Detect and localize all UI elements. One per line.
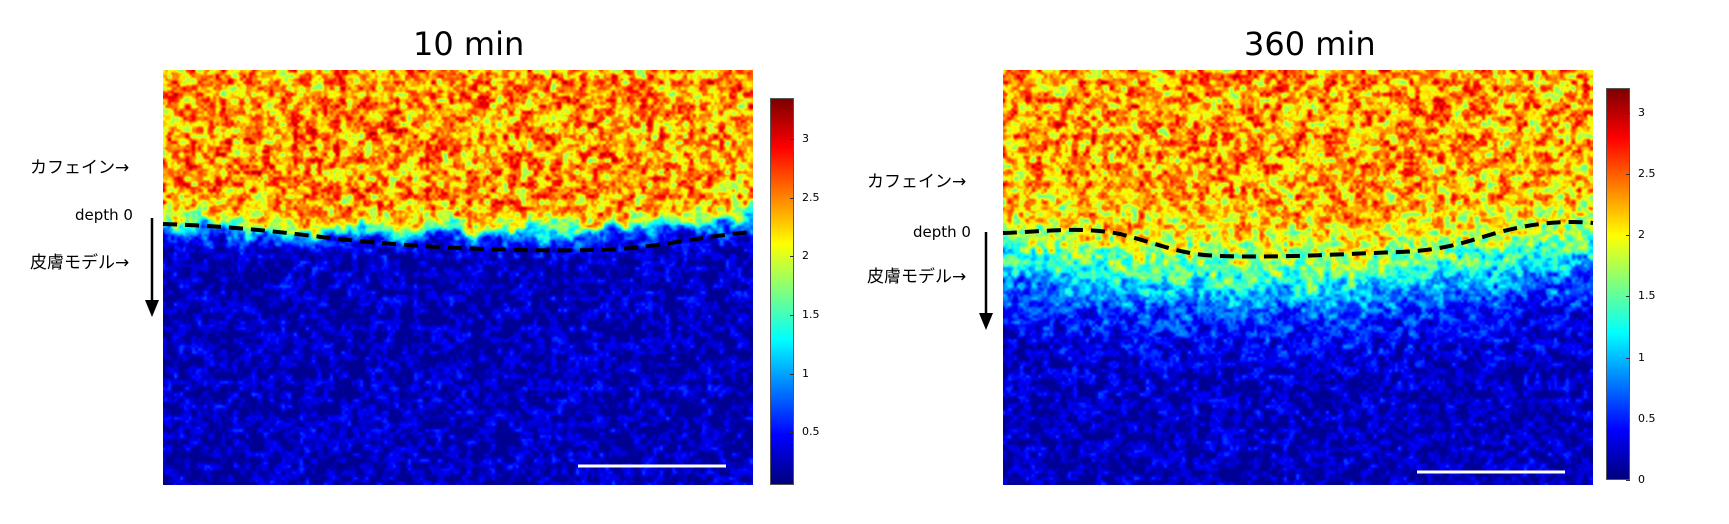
colorbar-tick-mark [790,373,794,375]
colorbar-tick-label: 1.5 [1638,289,1656,303]
colorbar-tick-label: 2.5 [802,190,820,204]
label-skin-model: 皮膚モデル→ [867,267,967,287]
panel-title: 360 min [1244,25,1376,63]
colorbar-tick-label: 0.5 [802,425,820,439]
colorbar-tick-label: 1.5 [802,307,820,321]
colorbar-tick-label: 1 [802,366,809,380]
colorbar-tick-label: 0.5 [1638,411,1656,425]
colorbar [770,98,794,485]
heatmap-image [1003,70,1593,485]
depth-boundary-dashed-line [162,222,754,253]
depth-boundary-dashed-line [1002,220,1594,259]
label-skin-model: 皮膚モデル→ [30,253,130,273]
colorbar-tick-label: 2 [1638,228,1645,241]
label-depth-0: depth 0 [913,223,971,241]
colorbar-tick-label: 1 [1638,350,1645,364]
colorbar-tick-mark [790,314,794,316]
colorbar [1606,88,1630,480]
colorbar-tick-mark [1626,296,1630,298]
label-depth-0: depth 0 [75,206,133,224]
colorbar-tick-label: 2 [802,249,809,263]
colorbar-tick-label: 2.5 [1638,166,1656,180]
colorbar-tick-label: 0 [1638,473,1645,486]
depth-arrow [979,232,993,330]
colorbar-tick-mark [1626,235,1630,236]
colorbar-tick-mark [1626,418,1630,420]
colorbar-tick-mark [790,139,794,141]
colorbar-tick-label: 3 [802,132,809,146]
colorbar-tick-mark [790,256,794,258]
colorbar-tick-mark [1626,173,1630,175]
colorbar-tick-mark [1626,480,1630,481]
colorbar-tick-mark [1626,112,1630,114]
depth-arrow [145,218,159,317]
colorbar-tick-label: 3 [1638,105,1645,119]
heatmap-image [163,70,753,485]
colorbar-tick-mark [1626,357,1630,359]
panel-title: 10 min [413,25,525,63]
colorbar-tick-mark [790,197,794,199]
colorbar-tick-mark [790,432,794,434]
label-caffeine: カフェイン→ [30,158,130,178]
label-caffeine: カフェイン→ [867,172,967,192]
